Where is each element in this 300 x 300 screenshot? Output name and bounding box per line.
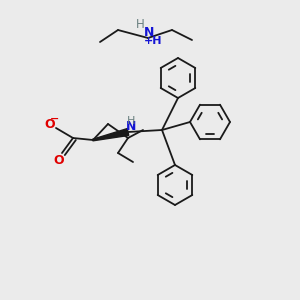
Text: −: − (50, 114, 60, 124)
Polygon shape (93, 129, 129, 141)
Text: N: N (126, 121, 136, 134)
Text: +H: +H (144, 36, 162, 46)
Text: H: H (136, 19, 144, 32)
Text: O: O (45, 118, 55, 131)
Text: O: O (54, 154, 64, 166)
Text: H: H (127, 116, 135, 126)
Text: N: N (144, 26, 154, 38)
